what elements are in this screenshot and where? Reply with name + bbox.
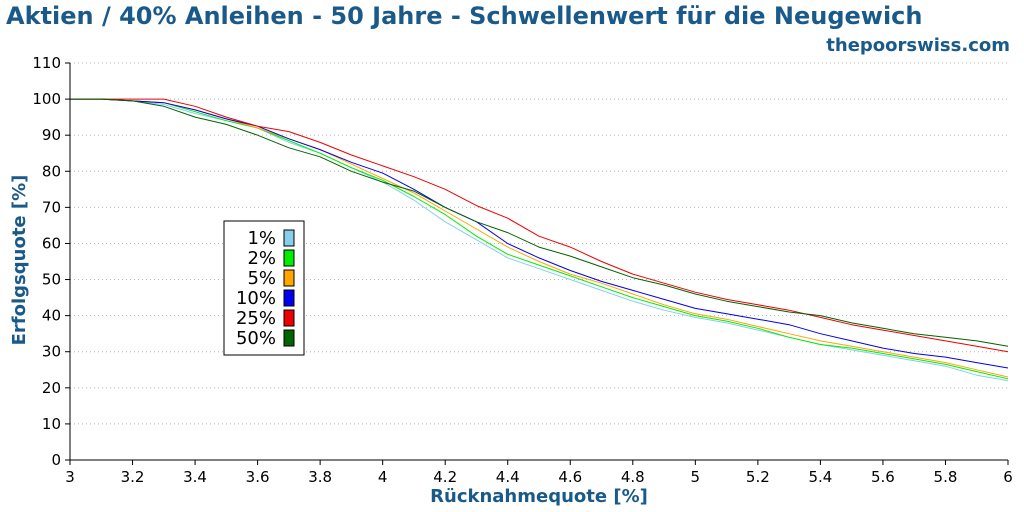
legend-swatch: [283, 289, 295, 307]
series-line-1pct: [70, 98, 1009, 382]
legend-label: 10%: [236, 288, 276, 309]
legend-swatch: [283, 269, 295, 287]
y-tick-label: 80: [42, 162, 61, 180]
legend-label: 5%: [247, 268, 276, 289]
x-tick-label: 3.4: [183, 468, 207, 486]
x-tick-label: 3.2: [121, 468, 145, 486]
x-tick-label: 3: [65, 468, 75, 486]
y-tick-label: 10: [42, 415, 61, 433]
x-tick-label: 4.8: [621, 468, 645, 486]
series-lines: [70, 98, 1009, 382]
y-tick-label: 90: [42, 126, 61, 144]
series-line-5pct: [70, 98, 1009, 378]
x-tick-label: 5.4: [808, 468, 832, 486]
series-line-10pct: [70, 98, 1009, 369]
x-tick-label: 6: [1003, 468, 1013, 486]
x-tick-label: 4: [378, 468, 388, 486]
x-tick-label: 4.2: [433, 468, 457, 486]
y-tick-label: 60: [42, 234, 61, 252]
x-tick-label: 5.6: [871, 468, 895, 486]
legend-swatch: [283, 329, 295, 347]
tick-labels: 0 10 20 30 40 50 60 70 80 90 100 110 3 3.2 3.4 3.6 3.8 4 4…: [32, 54, 1012, 486]
legend-swatch: [283, 249, 295, 267]
chart-title: Aktien / 40% Anleihen - 50 Jahre - Schwe…: [6, 2, 923, 30]
y-tick-label: 70: [42, 198, 61, 216]
legend-label: 25%: [236, 308, 276, 329]
y-tick-label: 20: [42, 379, 61, 397]
x-tick-label: 4.4: [496, 468, 520, 486]
legend-swatch: [283, 309, 295, 327]
y-tick-label: 40: [42, 307, 61, 325]
x-tick-label: 5.2: [746, 468, 770, 486]
legend-swatch: [283, 229, 295, 247]
x-axis-title: Rücknahmequote [%]: [430, 486, 648, 507]
x-tick-label: 3.8: [308, 468, 332, 486]
axes: [65, 62, 1009, 465]
y-tick-label: 110: [32, 54, 61, 72]
y-tick-label: 100: [32, 90, 61, 108]
series-line-25pct: [70, 98, 1009, 353]
x-tick-label: 4.6: [558, 468, 582, 486]
y-tick-label: 30: [42, 343, 61, 361]
x-tick-label: 5.8: [934, 468, 958, 486]
legend-label: 50%: [236, 328, 276, 349]
y-axis-title: Erfolgsquote [%]: [9, 175, 30, 346]
legend: 1%2%5%10%25%50%: [223, 220, 305, 356]
legend-label: 1%: [247, 228, 276, 249]
series-line-2pct: [70, 98, 1009, 380]
legend-label: 2%: [247, 248, 276, 269]
series-line-50pct: [70, 98, 1009, 347]
x-tick-label: 5: [691, 468, 701, 486]
y-tick-label: 50: [42, 271, 61, 289]
y-tick-label: 0: [51, 451, 61, 469]
chart-subtitle: thepoorswiss.com: [826, 35, 1010, 56]
x-tick-label: 3.6: [246, 468, 270, 486]
